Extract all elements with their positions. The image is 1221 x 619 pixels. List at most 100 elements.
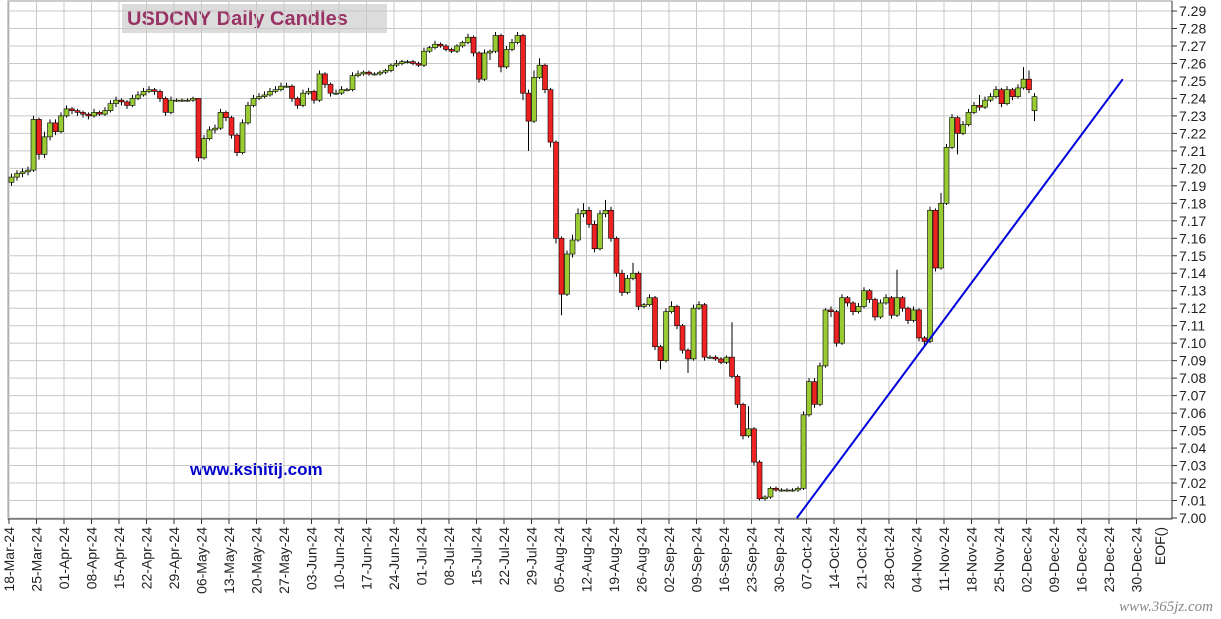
candle-body (316, 73, 323, 101)
candle-body (30, 119, 37, 171)
candle-body (789, 489, 796, 492)
candle-body (998, 89, 1005, 104)
x-tick-label: 02-Sep-24 (661, 527, 677, 593)
candle-body (443, 45, 449, 50)
y-tick-label: 7.05 (1179, 423, 1206, 439)
y-tick-label: 7.14 (1179, 265, 1206, 281)
y-tick-label: 7.06 (1179, 405, 1206, 421)
candle-body (63, 108, 70, 117)
candle-body (833, 311, 840, 344)
x-tick-label: 18-Mar-24 (1, 527, 17, 592)
candle-body (685, 349, 691, 360)
candle-body (619, 272, 625, 293)
annotation: www.kshitij.com (189, 460, 323, 479)
candle-body (712, 356, 719, 360)
candle-body (949, 117, 955, 148)
x-tick-label: 03-Jun-24 (304, 527, 320, 590)
candle-body (437, 43, 444, 47)
candle-body (173, 99, 180, 102)
candle-body (1031, 96, 1038, 111)
candle-body (745, 428, 752, 437)
candle-body (305, 91, 312, 94)
candle-body (492, 35, 499, 52)
candle-body (663, 311, 669, 361)
y-tick-label: 7.03 (1179, 458, 1206, 474)
x-tick-label: 09-Dec-24 (1046, 527, 1062, 593)
candle-body (333, 92, 339, 95)
x-tick-label: 04-Nov-24 (909, 527, 925, 593)
candle-body (938, 203, 944, 269)
candle-body (866, 290, 873, 300)
x-tick-label: 28-Oct-24 (881, 527, 897, 589)
candle-body (1015, 87, 1021, 97)
candle-body (756, 461, 763, 500)
candle-body (861, 290, 867, 307)
x-tick-label: 02-Dec-24 (1019, 527, 1035, 593)
candle-body (47, 122, 53, 138)
candle-body (283, 85, 290, 88)
candle-body (916, 309, 922, 339)
candle-body (52, 122, 59, 132)
candle-body (778, 489, 785, 492)
y-tick-label: 7.27 (1179, 38, 1206, 54)
candle-body (162, 98, 169, 113)
candle-body (839, 297, 845, 344)
candle-body (327, 84, 334, 94)
y-tick-label: 7.00 (1179, 510, 1206, 526)
x-tick-label: 09-Sep-24 (689, 527, 705, 593)
candle-body (294, 98, 301, 106)
candle-body (525, 92, 532, 122)
candle-body (415, 63, 422, 66)
candle-body (344, 89, 350, 91)
candle-body (822, 309, 829, 367)
candle-body (905, 307, 911, 321)
candle-body (355, 73, 361, 76)
y-tick-label: 7.19 (1179, 178, 1206, 194)
candle-body (509, 42, 515, 50)
candle-body (652, 297, 658, 347)
candle-body (107, 103, 114, 111)
y-tick-label: 7.25 (1179, 73, 1206, 89)
candle-body (1026, 78, 1032, 90)
candle-body (569, 239, 576, 255)
candle-body (311, 91, 317, 101)
candle-body (806, 381, 812, 416)
candle-body (872, 299, 878, 318)
x-tick-label: 30-Dec-24 (1129, 527, 1145, 593)
candle-body (487, 50, 493, 54)
candle-body (206, 129, 213, 139)
x-tick-label: 01-Jul-24 (414, 527, 430, 586)
candle-body (641, 304, 647, 307)
x-tick-label: 15-Apr-24 (111, 527, 127, 589)
x-tick-label: 26-Aug-24 (634, 527, 650, 593)
candle-body (965, 112, 972, 125)
candle-body (943, 147, 950, 204)
candle-body (987, 96, 994, 101)
y-tick-label: 7.26 (1179, 55, 1206, 71)
candle-body (762, 496, 768, 500)
y-tick-label: 7.16 (1179, 230, 1206, 246)
x-tick-label: 01-Apr-24 (56, 527, 72, 589)
candle-body (696, 304, 702, 309)
x-tick-label: 08-Jul-24 (441, 527, 457, 586)
candle-body (151, 89, 158, 92)
candle-body (784, 489, 790, 492)
x-tick-label: 30-Sep-24 (771, 527, 787, 593)
candle-body (476, 52, 482, 80)
candle-body (668, 306, 675, 313)
x-tick-label: 14-Oct-24 (826, 527, 842, 589)
candle-body (140, 91, 147, 96)
candle-body (954, 117, 961, 134)
candle-body (993, 89, 999, 97)
candle-body (393, 63, 400, 66)
candle-body (514, 35, 521, 43)
candle-body (1004, 89, 1010, 104)
candle-body (366, 71, 372, 75)
candle-body (190, 98, 196, 101)
candle-body (503, 49, 510, 68)
candle-body (168, 99, 174, 113)
candle-body (844, 297, 851, 304)
y-tick-label: 7.07 (1179, 388, 1206, 404)
candle-body (267, 91, 273, 96)
